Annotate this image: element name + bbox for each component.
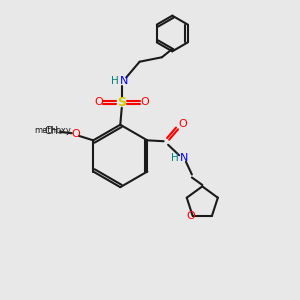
Text: methoxy: methoxy <box>34 126 71 135</box>
Text: H: H <box>111 76 119 86</box>
Text: O: O <box>178 119 187 129</box>
Text: O: O <box>140 98 149 107</box>
Text: H: H <box>171 153 179 163</box>
Text: S: S <box>117 96 126 109</box>
Text: N: N <box>180 153 189 163</box>
Text: N: N <box>120 76 128 86</box>
Text: CH₃: CH₃ <box>45 126 63 136</box>
Text: O: O <box>71 129 80 140</box>
Text: O: O <box>94 98 103 107</box>
Text: O: O <box>186 211 195 221</box>
